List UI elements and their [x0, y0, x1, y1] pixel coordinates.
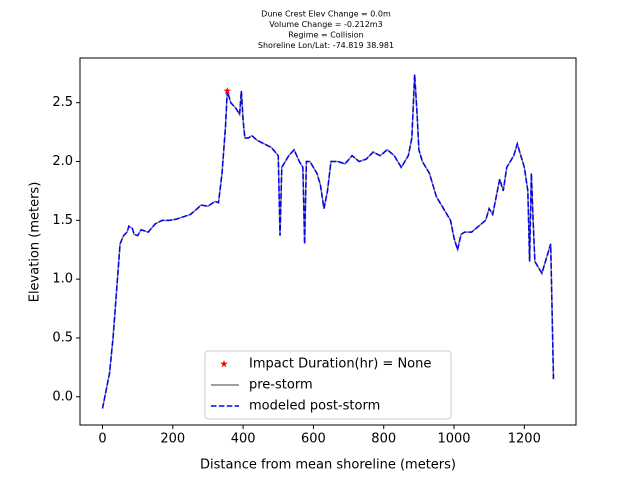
y-tick-label: 1.0	[52, 272, 73, 287]
impact-marker	[223, 86, 232, 95]
x-tick-label: 800	[371, 432, 396, 447]
y-axis-label: Elevation (meters)	[28, 182, 43, 303]
y-tick-label: 0.0	[52, 389, 73, 404]
legend-label: pre-storm	[249, 378, 313, 393]
chart-title: Volume Change = -0.212m3	[269, 20, 382, 29]
y-tick-label: 2.5	[52, 95, 73, 110]
plot-frame	[79, 57, 577, 426]
y-tick-label: 0.5	[52, 330, 73, 345]
chart-title: Dune Crest Elev Change = 0.0m	[261, 10, 391, 19]
x-tick-label: 1000	[437, 432, 470, 447]
chart-title: Regime = Collision	[288, 31, 363, 40]
series-line	[101, 74, 555, 409]
legend-box	[204, 350, 452, 420]
legend-label: modeled post-storm	[249, 399, 380, 414]
x-tick-label: 200	[160, 432, 185, 447]
x-tick-label: 400	[231, 432, 256, 447]
y-tick-label: 2.0	[52, 154, 73, 169]
x-tick-label: 0	[98, 432, 106, 447]
x-tick-label: 1200	[508, 432, 541, 447]
y-tick-label: 1.5	[52, 213, 73, 228]
x-axis-label: Distance from mean shoreline (meters)	[200, 458, 456, 473]
legend-label: Impact Duration(hr) = None	[249, 357, 431, 372]
x-tick-label: 600	[301, 432, 326, 447]
legend-marker	[220, 360, 228, 368]
chart-title: Shoreline Lon/Lat: -74.819 38.981	[258, 41, 394, 50]
